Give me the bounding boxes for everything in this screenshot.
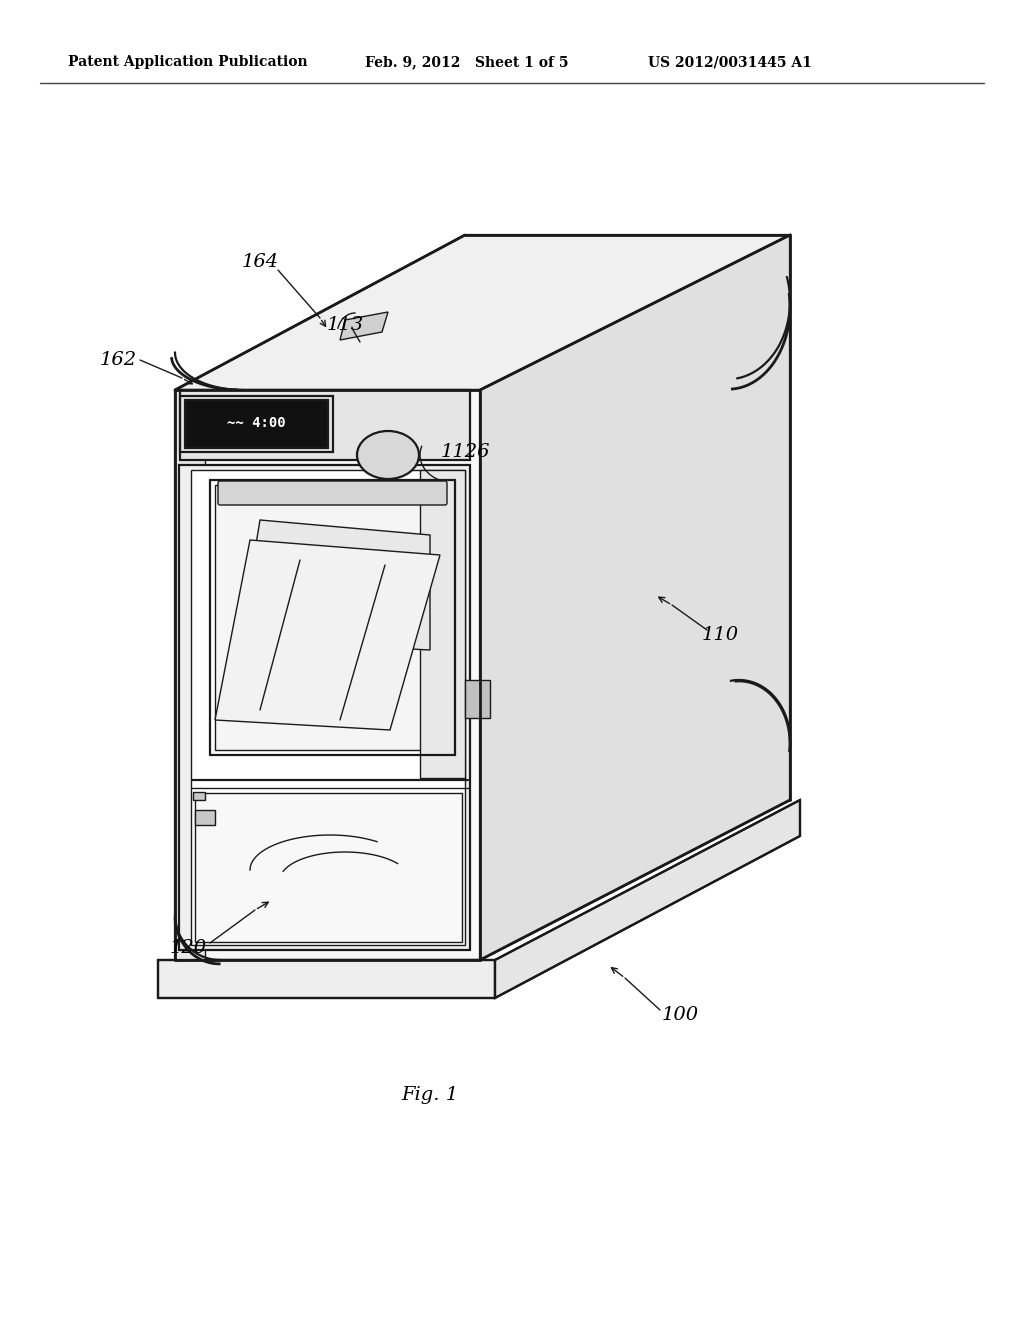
Text: 110: 110: [701, 626, 738, 644]
Polygon shape: [158, 960, 495, 998]
Polygon shape: [191, 470, 465, 945]
Text: US 2012/0031445 A1: US 2012/0031445 A1: [648, 55, 812, 69]
Polygon shape: [175, 389, 205, 960]
Polygon shape: [175, 235, 790, 389]
Polygon shape: [240, 520, 430, 649]
Polygon shape: [195, 793, 462, 942]
Polygon shape: [195, 810, 215, 825]
Polygon shape: [175, 389, 480, 960]
Polygon shape: [193, 792, 205, 800]
Text: ~~ 4:00: ~~ 4:00: [227, 416, 286, 430]
Polygon shape: [420, 470, 465, 777]
Polygon shape: [215, 540, 440, 730]
Polygon shape: [215, 484, 450, 750]
Text: 120: 120: [169, 939, 207, 957]
Text: 100: 100: [662, 1006, 698, 1024]
Polygon shape: [179, 465, 470, 950]
Ellipse shape: [357, 432, 419, 479]
FancyBboxPatch shape: [218, 480, 447, 506]
Polygon shape: [185, 400, 328, 447]
Polygon shape: [495, 800, 800, 998]
Polygon shape: [465, 680, 490, 718]
Text: 113: 113: [327, 315, 364, 334]
Text: 162: 162: [99, 351, 136, 370]
Text: 164: 164: [242, 253, 279, 271]
Text: Fig. 1: Fig. 1: [401, 1086, 459, 1104]
Polygon shape: [340, 312, 388, 341]
Text: Patent Application Publication: Patent Application Publication: [68, 55, 307, 69]
Text: Feb. 9, 2012   Sheet 1 of 5: Feb. 9, 2012 Sheet 1 of 5: [365, 55, 568, 69]
Text: 1126: 1126: [440, 444, 489, 461]
Polygon shape: [180, 389, 470, 459]
Polygon shape: [480, 235, 790, 960]
